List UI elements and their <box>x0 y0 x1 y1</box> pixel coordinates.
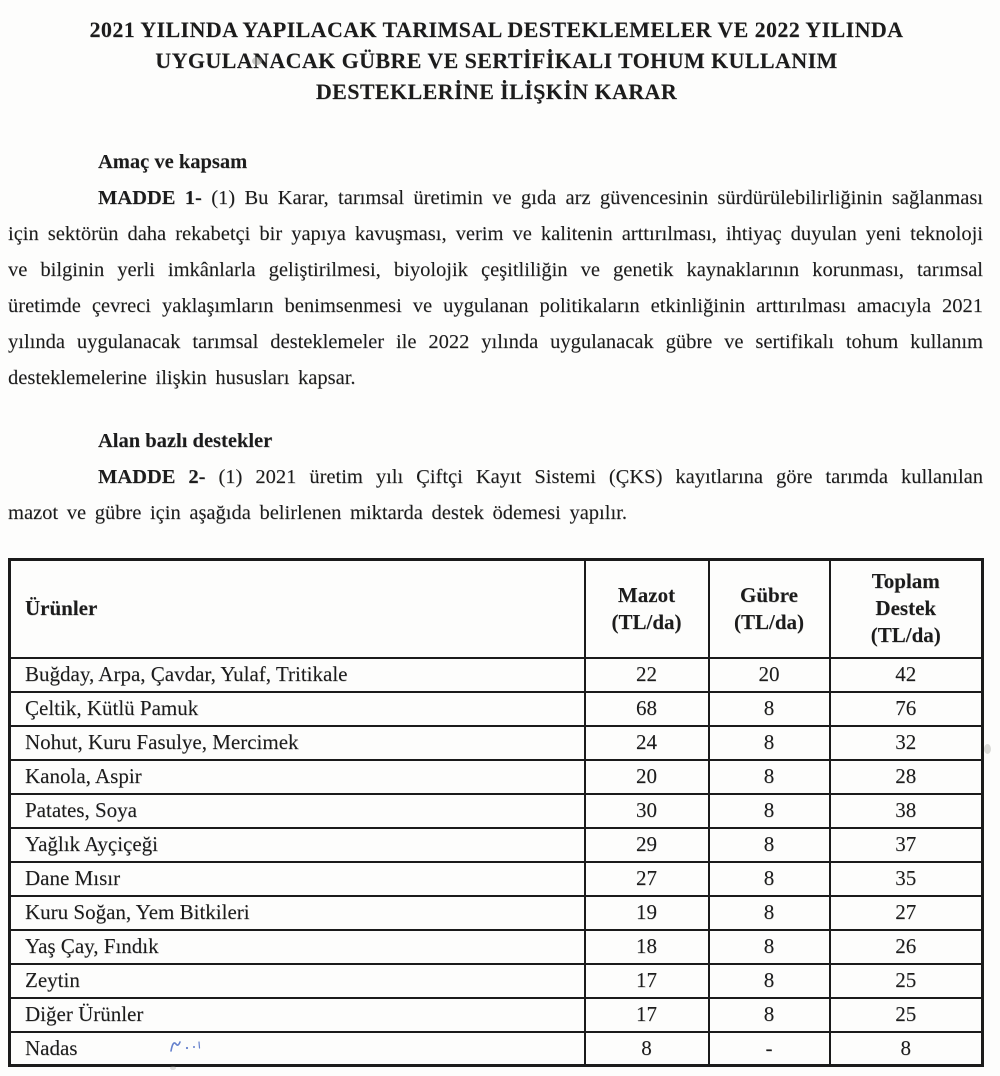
scan-speck <box>170 1066 176 1070</box>
value-cell: 8 <box>707 894 831 931</box>
value-cell: 8 <box>707 792 831 829</box>
value-cell: 26 <box>828 928 984 965</box>
value-cell: 17 <box>583 962 710 999</box>
value-cell: 29 <box>583 826 710 863</box>
pen-mark-icon <box>170 1041 201 1052</box>
value-cell: 42 <box>828 656 984 693</box>
table-row: Zeytin 17 8 25 <box>8 962 984 999</box>
value-cell: 8 <box>707 962 831 999</box>
header-cell-gubre: Gübre (TL/da) <box>707 558 831 659</box>
product-cell: Diğer Ürünler <box>8 996 586 1033</box>
value-cell: 37 <box>828 826 984 863</box>
value-cell: 27 <box>828 894 984 931</box>
value-cell: 8 <box>583 1030 710 1067</box>
paragraph-madde-2: MADDE 2- (1) 2021 üretim yılı Çiftçi Kay… <box>8 459 983 531</box>
product-cell: Yaş Çay, Fındık <box>8 928 586 965</box>
value-cell: 68 <box>583 690 710 727</box>
section-heading-amac-ve-kapsam: Amaç ve kapsam <box>98 151 248 173</box>
value-cell: 19 <box>583 894 710 931</box>
value-cell: 8 <box>707 928 831 965</box>
value-cell: 76 <box>828 690 984 727</box>
product-cell: Patates, Soya <box>8 792 586 829</box>
header-cell-mazot: Mazot (TL/da) <box>583 558 710 659</box>
value-cell: 20 <box>707 656 831 693</box>
header-cell-urunler: Ürünler <box>8 558 586 659</box>
value-cell: 8 <box>707 860 831 897</box>
table-row: Kanola, Aspir 20 8 28 <box>8 758 984 795</box>
product-cell: Çeltik, Kütlü Pamuk <box>8 690 586 727</box>
value-cell: 25 <box>828 962 984 999</box>
product-cell: Nadas <box>8 1030 586 1067</box>
value-cell: 18 <box>583 928 710 965</box>
value-cell: 24 <box>583 724 710 761</box>
product-cell: Zeytin <box>8 962 586 999</box>
value-cell: 8 <box>828 1030 984 1067</box>
table-row: Yaş Çay, Fındık 18 8 26 <box>8 928 984 965</box>
table-row: Patates, Soya 30 8 38 <box>8 792 984 829</box>
value-cell: 38 <box>828 792 984 829</box>
madde-2-lead: MADDE 2- <box>98 466 206 488</box>
value-cell: 8 <box>707 996 831 1033</box>
value-cell: 8 <box>707 758 831 795</box>
value-cell: 22 <box>583 656 710 693</box>
table-row: Yağlık Ayçiçeği 29 8 37 <box>8 826 984 863</box>
value-cell: 25 <box>828 996 984 1033</box>
table-row: Buğday, Arpa, Çavdar, Yulaf, Tritikale 22… <box>8 656 984 693</box>
value-cell: 35 <box>828 860 984 897</box>
value-cell: 8 <box>707 826 831 863</box>
value-cell: - <box>707 1030 831 1067</box>
table-row: Dane Mısır 27 8 35 <box>8 860 984 897</box>
product-cell: Kuru Soğan, Yem Bitkileri <box>8 894 586 931</box>
product-cell: Nohut, Kuru Fasulye, Mercimek <box>8 724 586 761</box>
product-cell: Dane Mısır <box>8 860 586 897</box>
value-cell: 27 <box>583 860 710 897</box>
table-row: Nohut, Kuru Fasulye, Mercimek 24 8 32 <box>8 724 984 761</box>
value-cell: 20 <box>583 758 710 795</box>
table-header: Ürünler Mazot (TL/da) Gübre (TL/da) Topl… <box>8 558 984 659</box>
madde-1-lead: MADDE 1- <box>98 187 202 209</box>
product-cell: Yağlık Ayçiçeği <box>8 826 586 863</box>
value-cell: 8 <box>707 724 831 761</box>
title-line-1: 2021 YILINDA YAPILACAK TARIMSAL DESTEKLE… <box>89 17 904 42</box>
header-cell-toplam-destek: Toplam Destek (TL/da) <box>828 558 984 659</box>
value-cell: 28 <box>828 758 984 795</box>
section-heading-alan-bazli-destekler: Alan bazlı destekler <box>98 430 273 452</box>
table-body: Buğday, Arpa, Çavdar, Yulaf, Tritikale 22… <box>8 656 984 1067</box>
madde-1-body: (1) Bu Karar, tarımsal üretimin ve gıda … <box>8 187 983 389</box>
table-header-row: Ürünler Mazot (TL/da) Gübre (TL/da) Topl… <box>8 558 984 659</box>
support-payments-table: Ürünler Mazot (TL/da) Gübre (TL/da) Topl… <box>8 558 984 1067</box>
title-line-2: UYGULANACAK GÜBRE VE SERTİFİKALI TOHUM K… <box>155 48 838 73</box>
value-cell: 17 <box>583 996 710 1033</box>
title-line-3: DESTEKLERİNE İLİŞKİN KARAR <box>315 79 678 104</box>
value-cell: 32 <box>828 724 984 761</box>
value-cell: 30 <box>583 792 710 829</box>
table-row: Diğer Ürünler 17 8 25 <box>8 996 984 1033</box>
value-cell: 8 <box>707 690 831 727</box>
madde-2-body: (1) 2021 üretim yılı Çiftçi Kayıt Sistem… <box>8 466 983 524</box>
document-title: 2021 YILINDA YAPILACAK TARIMSAL DESTEKLE… <box>8 14 985 107</box>
table-row: Kuru Soğan, Yem Bitkileri 19 8 27 <box>8 894 984 931</box>
paragraph-madde-1: MADDE 1- (1) Bu Karar, tarımsal üretimin… <box>8 180 983 396</box>
scan-speck <box>252 57 262 65</box>
product-cell: Kanola, Aspir <box>8 758 586 795</box>
table-row: Çeltik, Kütlü Pamuk 68 8 76 <box>8 690 984 727</box>
table-row: Nadas 8-8 <box>8 1030 984 1067</box>
scan-speck <box>984 744 991 754</box>
product-cell: Buğday, Arpa, Çavdar, Yulaf, Tritikale <box>8 656 586 693</box>
